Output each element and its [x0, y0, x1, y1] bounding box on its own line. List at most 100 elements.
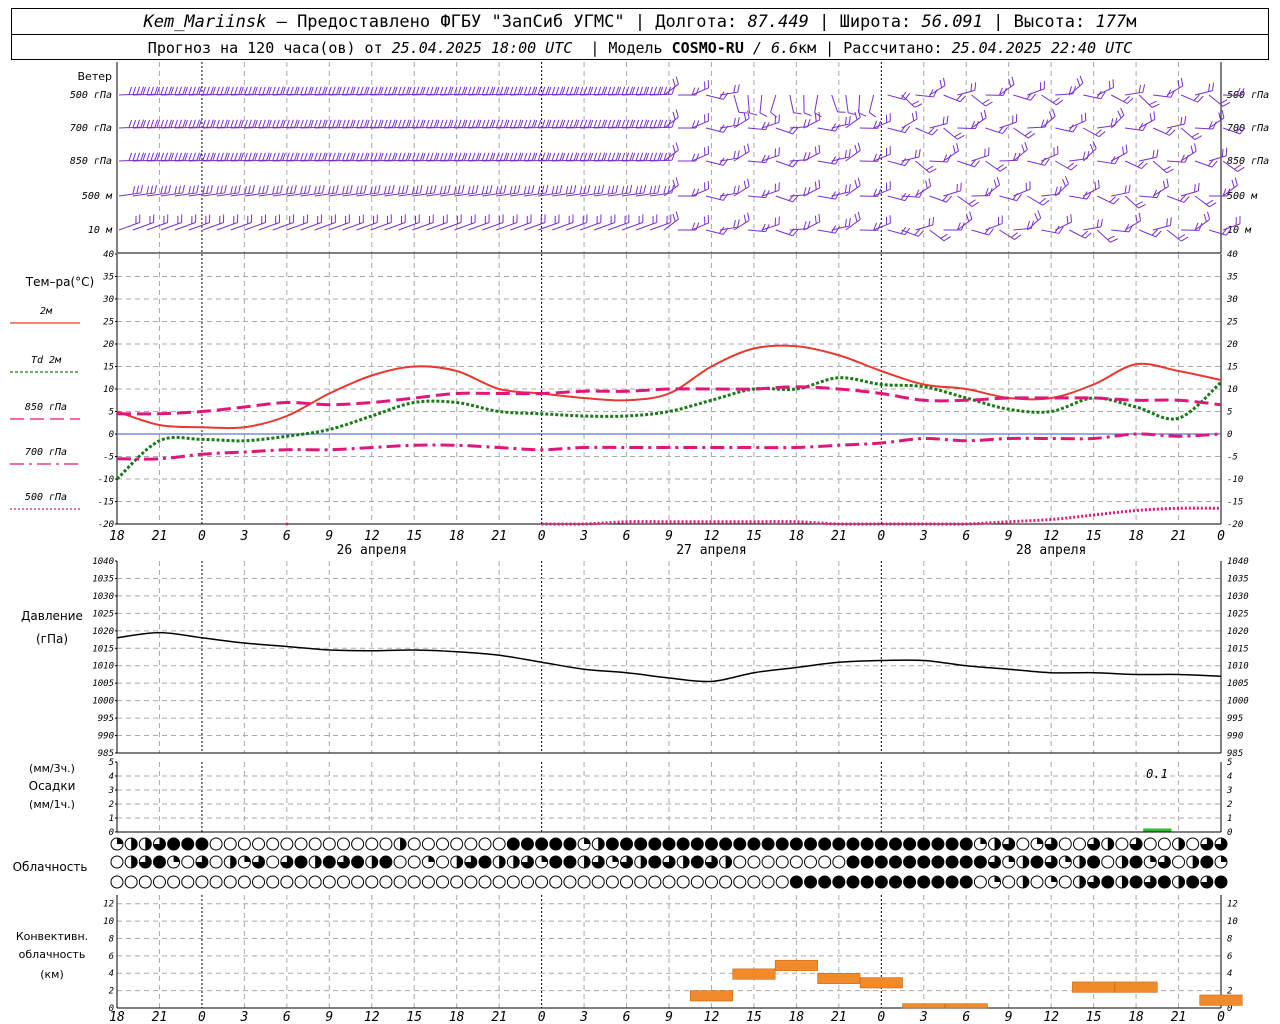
cloud-symbol: [407, 855, 421, 869]
cloud-symbol: [591, 875, 605, 889]
wind-barb-flag: [643, 119, 648, 128]
wind-barb-flag: [587, 86, 592, 95]
wind-barb-flag: [398, 152, 402, 161]
wind-barb-flag: [352, 119, 356, 128]
wind-barb-flag: [378, 152, 382, 161]
wind-barb-flag: [184, 152, 188, 161]
cloud-fill: [875, 856, 888, 868]
wind-barb-flag: [406, 119, 410, 128]
wind-barb-flag: [136, 86, 141, 95]
wind-barb-flag: [519, 119, 524, 128]
wind-barb-flag: [280, 185, 283, 194]
cloud-symbol: [747, 855, 761, 869]
cloud-fill: [244, 856, 251, 862]
wind-barb-flag: [216, 152, 220, 161]
pres-tick-left: 1005: [92, 679, 114, 689]
temp-hour-label: 6: [623, 529, 631, 544]
wind-barb-flag: [467, 186, 471, 195]
temp-tick-right: -5: [1227, 453, 1238, 463]
temp-hour-label: 3: [579, 529, 588, 544]
temp-hour-label: 3: [919, 529, 928, 544]
cloud-symbol: [620, 875, 634, 889]
wind-barb-flag: [1166, 168, 1174, 174]
wind-barb-flag: [150, 86, 155, 95]
cloud-rows: [110, 837, 1228, 889]
wind-barb-shaft: [759, 94, 763, 113]
wind-barb-flag: [918, 230, 925, 237]
temp-hour-label: 6: [283, 529, 291, 544]
wind-barb-flag: [818, 179, 821, 188]
wind-barb-flag: [848, 183, 851, 193]
wind-barb-shaft: [1069, 229, 1086, 239]
wind-barb-flag: [1123, 95, 1130, 102]
cloud-fill: [747, 838, 760, 850]
wind-barb-flag: [373, 185, 377, 194]
wind-barb-flag: [475, 152, 480, 161]
wind-barb-flag: [747, 212, 750, 221]
wind-barb-flag: [848, 217, 851, 227]
wind-barb-shaft: [663, 149, 679, 162]
wind-barb-flag: [324, 86, 328, 95]
temp-title: Тем–ра(°С): [25, 275, 94, 289]
wind-barb-flag: [258, 186, 261, 195]
pressure-title: Давление: [21, 609, 83, 623]
wind-barb-flag: [541, 185, 545, 194]
wind-barb-flag: [384, 86, 388, 95]
temp-tick-right: -10: [1227, 475, 1243, 485]
wind-barb-flag: [224, 119, 228, 128]
wind-barb-flag: [174, 119, 178, 128]
wind-barb-flag: [184, 86, 188, 95]
cloud-fill: [960, 856, 973, 868]
wind-barb-flag: [737, 150, 740, 159]
wind-barb-flag: [336, 86, 340, 95]
pres-tick-left: 1010: [92, 662, 114, 672]
cloud-fill: [1037, 838, 1043, 844]
wind-barb-flag: [136, 185, 140, 194]
wind-barb-flag: [296, 86, 300, 95]
wind-barb-flag: [663, 86, 668, 95]
temp-hour-label: 9: [325, 529, 333, 544]
cloud-symbol: [336, 837, 350, 851]
cloud-symbol: [1157, 837, 1171, 851]
wind-barb-flag: [1064, 176, 1069, 184]
wind-barb-flag: [914, 103, 923, 108]
day-label: 28 апреля: [1016, 543, 1086, 558]
wind-barb-flag: [192, 86, 196, 95]
wind-barb-flag: [695, 222, 700, 231]
wind-barb-flag: [1039, 197, 1046, 204]
wind-barb-flag: [1062, 178, 1067, 187]
wind-barb-flag: [911, 100, 920, 105]
cloud-symbol: [223, 837, 237, 851]
conv-tick-left: 2: [109, 987, 114, 997]
wind-barb-flag: [394, 86, 398, 95]
wind-barb-flag: [737, 84, 740, 93]
conv-bar: [859, 977, 903, 989]
wind-barb-flag: [1151, 103, 1160, 108]
precip-tick-right: 4: [1227, 772, 1232, 782]
cloud-symbol: [662, 875, 676, 889]
wind-barb-flag: [1180, 78, 1184, 87]
wind-barb-flag: [331, 185, 335, 194]
cloud-fill: [832, 838, 845, 850]
wind-barb-flag: [509, 186, 513, 195]
wind-barb-shaft: [1096, 229, 1111, 243]
conv-unit: (км): [40, 968, 64, 981]
wind-barb-flag: [408, 152, 412, 161]
wind-barb-flag: [346, 119, 350, 128]
wind-barb-flag: [220, 86, 224, 95]
wind-barb-flag: [296, 119, 300, 128]
cloud-fill: [252, 856, 265, 868]
wind-barb-flag: [928, 218, 931, 227]
cloud-fill: [1130, 838, 1143, 850]
cloud-symbol: [1016, 837, 1030, 851]
temp-series-line-1: [115, 376, 1223, 481]
wind-barb-flag: [412, 152, 416, 161]
wind-barb-flag: [224, 152, 228, 161]
wind-barb-flag: [803, 221, 807, 230]
temp-tick-left: 25: [103, 318, 114, 328]
wind-barb-flag: [290, 119, 294, 128]
wind-barb-shaft: [663, 116, 679, 129]
wind-barb-flag: [1117, 110, 1122, 119]
temp-series-line-4: [541, 506, 1222, 526]
wind-barb-flag: [447, 152, 452, 161]
